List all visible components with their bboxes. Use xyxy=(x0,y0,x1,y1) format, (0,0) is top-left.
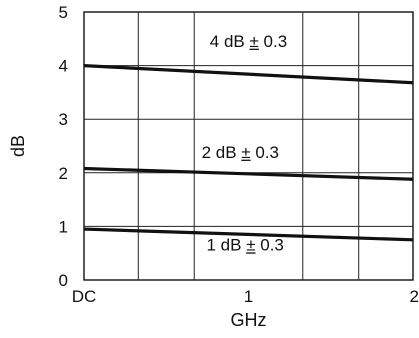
annotation-label-1: 4 dB ± 0.3 xyxy=(210,32,287,51)
x-tick-label-1: 1 xyxy=(244,287,253,306)
x-tick-label-2: 2 xyxy=(410,287,419,306)
y-tick-label-0: 0 xyxy=(59,271,68,290)
annotation-label-2: 2 dB ± 0.3 xyxy=(202,143,279,162)
series-group xyxy=(83,64,414,242)
plot-frame xyxy=(83,11,414,281)
y-tick-label-2: 2 xyxy=(59,164,68,183)
x-axis-label: GHz xyxy=(231,310,267,330)
y-axis-label: dB xyxy=(8,135,28,157)
axis-group: 0 1 2 3 4 5 DC 1 2 GHz dB xyxy=(8,3,419,330)
y-tick-label-5: 5 xyxy=(59,3,68,22)
plot-area xyxy=(83,11,414,281)
y-tick-label-4: 4 xyxy=(59,57,68,76)
y-tick-label-1: 1 xyxy=(59,217,68,236)
annotation-group: 4 dB ± 0.3 2 dB ± 0.3 1 dB ± 0.3 xyxy=(202,32,288,255)
y-tick-label-3: 3 xyxy=(59,110,68,129)
annotation-label-3: 1 dB ± 0.3 xyxy=(207,236,284,255)
series-line-2 xyxy=(83,166,414,181)
x-tick-label-DC: DC xyxy=(72,287,97,306)
series-line-3 xyxy=(83,227,414,242)
series-line-1 xyxy=(83,64,414,85)
